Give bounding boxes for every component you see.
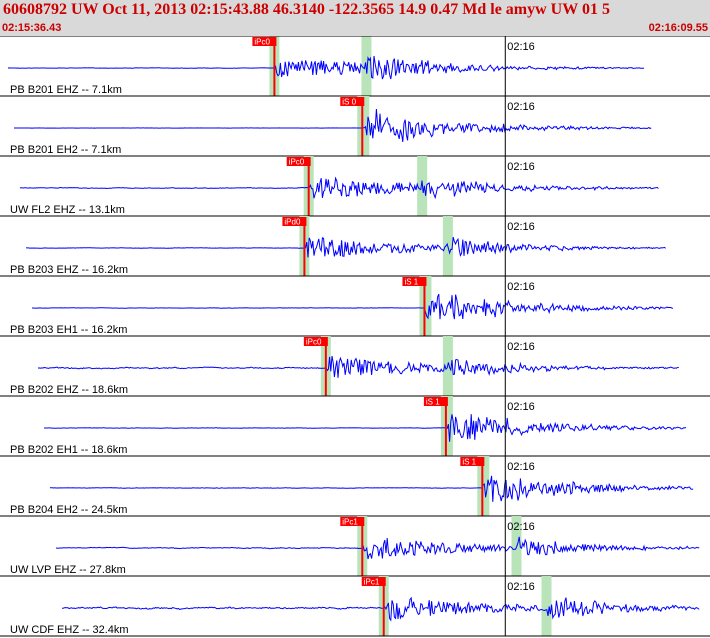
pick-flag xyxy=(423,397,448,406)
pick-label: iS 1 xyxy=(426,398,440,407)
trace-label: UW CDF EHZ -- 32.4km xyxy=(10,624,129,636)
time-mark-label: 02:16 xyxy=(507,221,535,233)
pick-flag xyxy=(340,517,365,526)
pick-flag xyxy=(361,577,386,586)
waveform-trace xyxy=(7,55,644,80)
trace-label: PB B201 EH2 -- 7.1km xyxy=(10,144,121,156)
pick-label: iPc0 xyxy=(306,338,322,347)
pick-label: iS 1 xyxy=(462,458,476,467)
waveform-trace xyxy=(19,176,659,200)
pick-label: iS 0 xyxy=(342,98,356,107)
pick-label: iPc0 xyxy=(254,38,270,47)
s-window xyxy=(421,276,432,336)
pick-label: iPd0 xyxy=(284,218,301,227)
pick-flag xyxy=(286,157,311,166)
time-mark-label: 02:16 xyxy=(507,521,535,533)
pick-flag xyxy=(402,277,427,286)
trace-label: UW LVP EHZ -- 27.8km xyxy=(10,564,126,576)
waveform-trace xyxy=(32,293,674,320)
seismogram-panel: iPc0 02:16 PB B201 EHZ -- 7.1km iS 0 02:16 PB… xyxy=(0,36,710,637)
pick-flag xyxy=(340,97,365,106)
trace-label: UW FL2 EHZ -- 13.1km xyxy=(10,204,125,216)
time-mark-label: 02:16 xyxy=(507,341,535,353)
waveform-trace xyxy=(55,536,700,560)
pick-label: iS 1 xyxy=(404,278,418,287)
trace-label: PB B204 EH2 -- 24.5km xyxy=(10,504,127,516)
time-mark-label: 02:16 xyxy=(507,461,535,473)
s-window xyxy=(359,96,370,156)
trace-label: PB B203 EHZ -- 16.2km xyxy=(10,264,128,276)
time-mark-label: 02:16 xyxy=(507,401,535,413)
pick-flag xyxy=(460,457,485,466)
trace-label: PB B202 EH1 -- 18.6km xyxy=(10,444,127,456)
trace-label: PB B203 EH1 -- 16.2km xyxy=(10,324,127,336)
pick-label: iPc1 xyxy=(364,578,380,587)
time-mark-label: 02:16 xyxy=(507,101,535,113)
s-window xyxy=(541,576,552,636)
pick-flag xyxy=(252,37,277,46)
trace-label: PB B202 EHZ -- 18.6km xyxy=(10,384,128,396)
pick-label: iPc0 xyxy=(289,158,305,167)
time-mark-label: 02:16 xyxy=(507,281,535,293)
time-mark-label: 02:16 xyxy=(507,581,535,593)
pick-flag xyxy=(282,217,307,226)
end-time: 02:16:09.55 xyxy=(648,22,708,34)
waveform-trace xyxy=(37,355,679,378)
start-time: 02:15:36.43 xyxy=(2,22,62,34)
time-mark-label: 02:16 xyxy=(507,161,535,173)
waveform-trace xyxy=(14,108,652,142)
pick-flag xyxy=(303,337,328,346)
waveform-trace xyxy=(26,236,666,258)
pick-label: iPc1 xyxy=(342,518,358,527)
waveform-trace xyxy=(50,475,694,502)
time-mark-label: 02:16 xyxy=(507,41,535,53)
waveform-trace xyxy=(44,414,687,442)
event-header: 60608792 UW Oct 11, 2013 02:15:43.88 46.… xyxy=(0,0,710,36)
event-title: 60608792 UW Oct 11, 2013 02:15:43.88 46.… xyxy=(3,1,610,18)
waveform-trace xyxy=(61,596,700,622)
trace-label: PB B201 EHZ -- 7.1km xyxy=(10,84,122,96)
